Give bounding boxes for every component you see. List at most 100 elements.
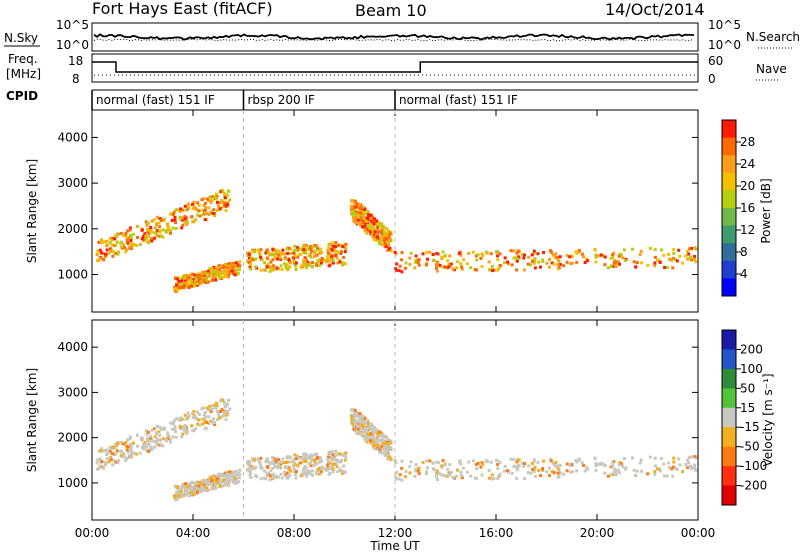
velocity-ytick-label: 2000 (57, 431, 88, 445)
velocity-ylabel: Slant Range [km] (25, 368, 39, 472)
velocity-pixel (400, 466, 404, 470)
velocity-pixel (460, 476, 464, 480)
power-pixel (358, 216, 362, 220)
velocity-pixel (456, 468, 460, 472)
power-pixel (216, 204, 220, 208)
velocity-pixel (621, 464, 625, 468)
power-pixel (315, 244, 319, 248)
velocity-pixel (140, 437, 144, 441)
power-pixel (372, 238, 376, 242)
velocity-pixel (203, 418, 207, 422)
velocity-pixel (191, 429, 195, 433)
velocity-pixel (457, 460, 461, 464)
power-pixel (173, 218, 177, 222)
power-pixel (182, 286, 186, 290)
power-pixel (479, 256, 483, 260)
power-pixel (506, 260, 510, 264)
velocity-pixel (425, 459, 429, 463)
nsearch-line (93, 38, 695, 42)
power-pixel (667, 252, 671, 256)
power-pixel (455, 266, 459, 270)
power-pixel (233, 273, 237, 277)
velocity-pixel (279, 460, 283, 464)
velocity-pixel (126, 450, 130, 454)
power-pixel (227, 272, 231, 276)
power-pixel (653, 248, 657, 252)
power-pixel (183, 217, 187, 221)
power-pixel (319, 249, 323, 253)
velocity-pixel (395, 470, 399, 474)
power-pixel (526, 262, 530, 266)
velocity-pixel (537, 469, 541, 473)
velocity-pixel (331, 470, 335, 474)
power-pixel (192, 273, 196, 277)
velocity-pixel (612, 470, 616, 474)
power-pixel (355, 216, 359, 220)
velocity-pixel (479, 465, 483, 469)
power-pixel (274, 251, 278, 255)
velocity-pixel (181, 417, 185, 421)
power-pixel (233, 264, 237, 268)
velocity-pixel (309, 455, 313, 459)
velocity-pixel (201, 486, 205, 490)
power-pixel (282, 252, 286, 256)
power-pixel (565, 253, 569, 257)
power-pixel (247, 256, 251, 260)
power-pixel (417, 258, 421, 262)
velocity-pixel (367, 422, 371, 426)
velocity-pixel (281, 457, 285, 461)
velocity-pixel (246, 468, 250, 472)
velocity-pixel (653, 472, 657, 476)
velocity-pixel (192, 410, 196, 414)
velocity-pixel (186, 411, 190, 415)
velocity-pixel (121, 442, 125, 446)
power-pixel (547, 265, 551, 269)
power-pixel (170, 218, 174, 222)
power-pixel (225, 274, 229, 278)
power-pixel (227, 261, 231, 265)
power-pixel (155, 229, 159, 233)
velocity-pixel (453, 476, 457, 480)
power-pixel (538, 265, 542, 269)
velocity-colorbar-swatch (722, 466, 736, 487)
power-pixel (183, 273, 187, 277)
velocity-pixel (481, 462, 485, 466)
power-pixel (375, 235, 379, 239)
power-pixel (259, 255, 263, 259)
power-colorbar-label: Power [dB] (759, 178, 773, 243)
velocity-pixel (378, 430, 382, 434)
velocity-pixel (214, 486, 218, 490)
power-pixel (370, 224, 374, 228)
power-pixel (286, 267, 290, 271)
power-pixel (364, 222, 368, 226)
velocity-pixel (282, 461, 286, 465)
power-pixel (361, 221, 365, 225)
velocity-pixel (153, 439, 157, 443)
velocity-pixel (113, 443, 117, 447)
power-pixel (212, 208, 216, 212)
power-pixel (489, 252, 493, 256)
velocity-pixel (96, 467, 100, 471)
power-pixel (135, 235, 139, 239)
power-pixel (599, 253, 603, 257)
velocity-pixel (385, 449, 389, 453)
velocity-pixel (114, 452, 118, 456)
power-pixel (144, 234, 148, 238)
velocity-pixel (202, 413, 206, 417)
power-pixel (350, 206, 354, 210)
velocity-pixel (335, 465, 339, 469)
velocity-pixel (169, 421, 173, 425)
power-colorbar-swatch (722, 225, 736, 244)
power-pixel (558, 255, 562, 259)
power-pixel (191, 220, 195, 224)
velocity-pixel (104, 463, 108, 467)
power-pixel (371, 235, 375, 239)
velocity-pixel (357, 420, 361, 424)
velocity-pixel (693, 455, 697, 459)
power-pixel (161, 235, 165, 239)
power-pixel (265, 256, 269, 260)
power-pixel (359, 218, 363, 222)
velocity-pixel (363, 437, 367, 441)
velocity-pixel (259, 464, 263, 468)
velocity-pixel (381, 433, 385, 437)
